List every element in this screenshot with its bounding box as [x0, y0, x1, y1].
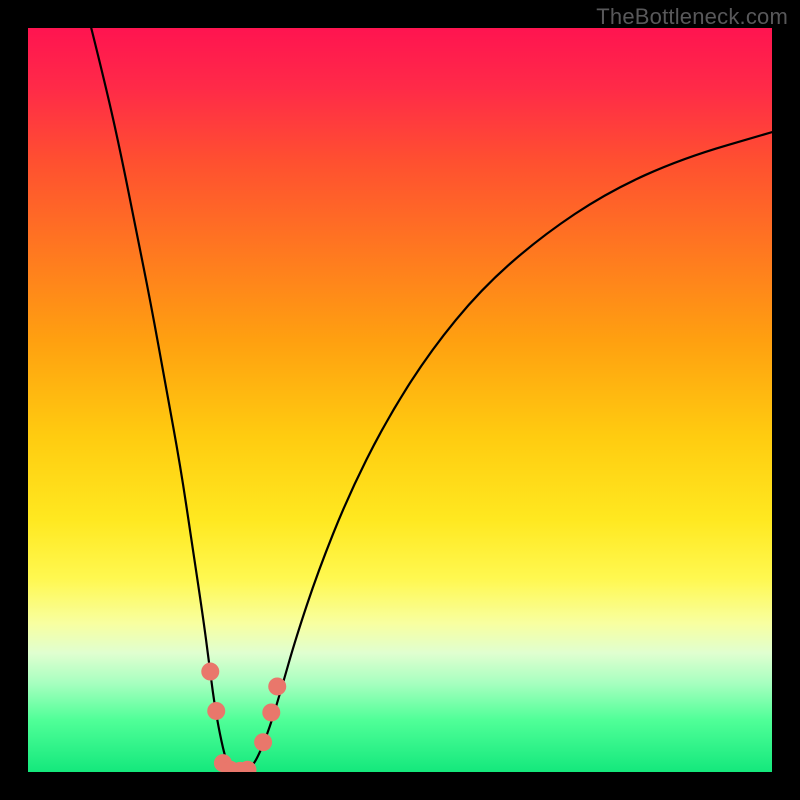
chart-svg	[0, 0, 800, 800]
watermark-text: TheBottleneck.com	[596, 4, 788, 30]
data-marker	[254, 733, 272, 751]
data-marker	[262, 703, 280, 721]
bottleneck-chart	[0, 0, 800, 800]
data-marker	[268, 677, 286, 695]
data-marker	[207, 702, 225, 720]
data-marker	[238, 761, 256, 779]
data-marker	[201, 663, 219, 681]
